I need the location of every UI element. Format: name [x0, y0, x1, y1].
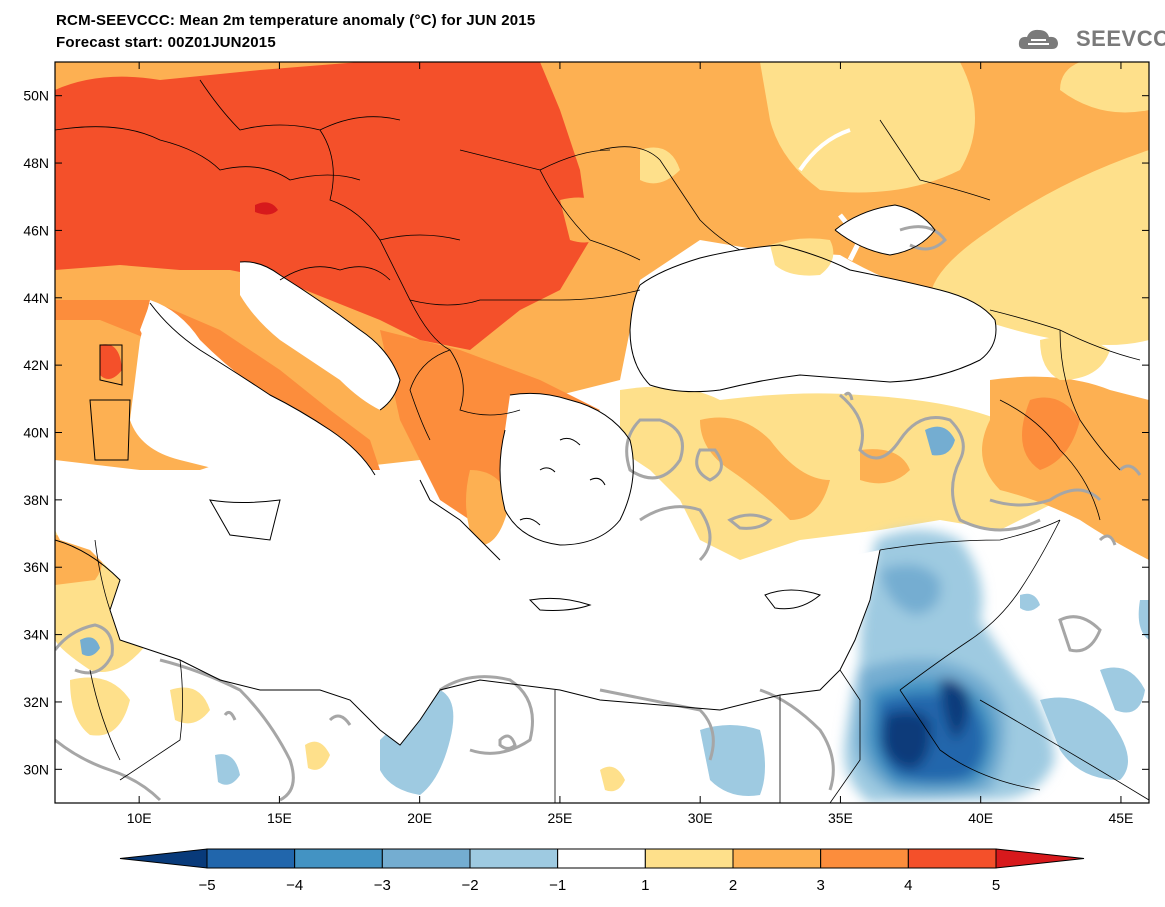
forecast-start: Forecast start: 00Z01JUN2015	[56, 34, 276, 51]
lat-tick-label: 34N	[23, 627, 49, 643]
lat-tick-label: 46N	[23, 222, 49, 238]
cloud-icon	[1018, 29, 1058, 49]
lat-tick-label: 50N	[23, 88, 49, 104]
lon-tick-label: 35E	[828, 810, 853, 826]
colorbar-label: 2	[729, 877, 737, 894]
colorbar-label: 5	[992, 877, 1000, 894]
lat-tick-label: 30N	[23, 761, 49, 777]
colorbar-segment	[294, 848, 383, 869]
colorbar-label: −1	[549, 877, 566, 894]
colorbar-segment	[469, 848, 559, 869]
lat-tick-label: 40N	[23, 425, 49, 441]
colorbar-max-arrow	[995, 848, 1085, 869]
colorbar-segment	[907, 848, 997, 869]
colorbar-segment	[732, 848, 822, 869]
colorbar-label: −3	[374, 877, 391, 894]
longitude-axis: 10E 15E 20E 25E 30E 35E 40E 45E	[127, 62, 1133, 826]
lon-tick-label: 40E	[968, 810, 993, 826]
colorbar-segment	[206, 848, 296, 869]
colorbar-segment	[644, 848, 734, 869]
colorbar-label: −5	[198, 877, 215, 894]
lat-tick-label: 38N	[23, 492, 49, 508]
colorbar-segment	[820, 848, 909, 869]
colorbar-segment	[557, 848, 646, 869]
colorbar-label: −4	[286, 877, 303, 894]
lat-tick-label: 32N	[23, 694, 49, 710]
lat-tick-label: 36N	[23, 559, 49, 575]
lon-tick-label: 30E	[688, 810, 713, 826]
colorbar-label: 4	[904, 877, 912, 894]
colorbar: −5 −4 −3 −2 −1 1 2 3 4 5	[119, 848, 1085, 894]
colorbar-label: 1	[641, 877, 649, 894]
map-title: RCM-SEEVCCC: Mean 2m temperature anomaly…	[56, 12, 536, 29]
lat-tick-label: 42N	[23, 357, 49, 373]
anomaly-field	[55, 62, 1149, 803]
latitude-axis: 50N 48N 46N 44N 42N 40N 38N 36N 34N 32N 30N	[23, 88, 1149, 777]
colorbar-label: 3	[816, 877, 824, 894]
lon-tick-label: 45E	[1108, 810, 1133, 826]
lat-tick-label: 48N	[23, 155, 49, 171]
colorbar-min-arrow	[119, 848, 208, 869]
colorbar-segment	[381, 848, 471, 869]
colorbar-label: −2	[461, 877, 478, 894]
lon-tick-label: 20E	[407, 810, 432, 826]
seevccc-logo: SEEVCCC	[1076, 26, 1165, 51]
lon-tick-label: 25E	[547, 810, 572, 826]
lon-tick-label: 15E	[267, 810, 292, 826]
lat-tick-label: 44N	[23, 290, 49, 306]
lon-tick-label: 10E	[127, 810, 152, 826]
